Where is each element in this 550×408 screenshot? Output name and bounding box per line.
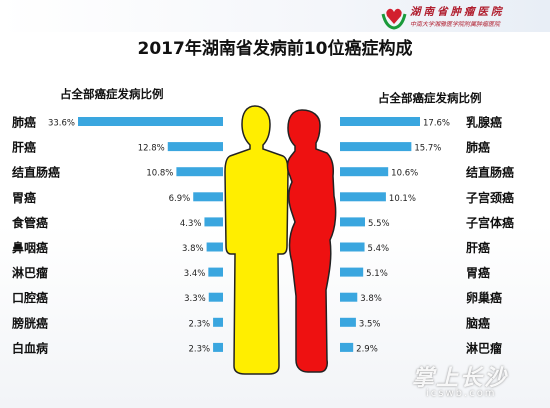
body-figures: [224, 105, 337, 375]
male-category-label: 白血病: [12, 340, 48, 355]
male-category-label: 口腔癌: [12, 290, 48, 305]
female-bar: [340, 317, 356, 327]
male-bar: [204, 217, 223, 227]
female-value-label: 10.6%: [391, 169, 418, 179]
male-category-label: 肺癌: [12, 115, 36, 130]
male-value-label: 3.3%: [184, 294, 206, 304]
male-bar: [208, 267, 223, 277]
male-category-label: 淋巴瘤: [12, 265, 48, 280]
male-category-label: 肝癌: [12, 140, 36, 155]
female-series: 17.6% 乳腺癌 15.7% 肺癌 10.6% 结直肠癌 10.1% 子宫颈癌 5.5% 子宫体…: [340, 115, 514, 355]
hospital-name: 湖南省肿瘤医院: [410, 6, 505, 18]
female-value-label: 3.5%: [359, 319, 381, 329]
male-value-label: 4.3%: [180, 219, 202, 229]
male-value-label: 3.4%: [184, 269, 206, 279]
female-bar: [340, 192, 386, 202]
hospital-emblem-icon: [381, 8, 407, 30]
male-bar: [213, 342, 223, 352]
male-category-label: 胃癌: [12, 190, 36, 205]
female-bar: [340, 242, 365, 252]
male-value-label: 33.6%: [48, 119, 75, 129]
male-bar: [176, 167, 223, 177]
male-bar: [213, 317, 223, 327]
watermark-brand: 掌上长沙: [412, 366, 509, 391]
female-value-label: 2.9%: [356, 344, 378, 354]
female-bar: [340, 267, 364, 277]
female-value-label: 5.1%: [366, 269, 388, 279]
female-bar: [340, 142, 412, 152]
female-category-label: 胃癌: [466, 265, 490, 280]
female-value-label: 3.8%: [360, 294, 382, 304]
male-value-label: 10.8%: [146, 169, 173, 179]
female-category-label: 肝癌: [466, 240, 490, 255]
page-title: 2017年湖南省发病前10位癌症构成: [137, 39, 413, 59]
male-bar: [208, 292, 223, 302]
female-bar: [340, 217, 365, 227]
right-chart-title: 占全部癌症发病比例: [378, 91, 482, 105]
female-value-label: 10.1%: [389, 194, 416, 204]
male-bar: [78, 117, 223, 126]
male-series: 肺癌 33.6% 肝癌 12.8% 结直肠癌 10.8% 胃癌 6.9% 食管癌 4.3% 鼻咽癌 3…: [11, 115, 223, 355]
male-category-label: 食管癌: [11, 215, 48, 230]
female-figure: [286, 109, 337, 373]
female-category-label: 结直肠癌: [466, 165, 514, 180]
female-category-label: 淋巴瘤: [466, 340, 502, 355]
female-bar: [340, 117, 420, 126]
male-value-label: 2.3%: [188, 344, 210, 354]
female-bar: [340, 342, 354, 352]
male-value-label: 12.8%: [138, 144, 165, 154]
female-bar: [340, 167, 389, 177]
female-value-label: 5.4%: [368, 244, 390, 254]
female-category-label: 肺癌: [466, 140, 490, 155]
header-band: [0, 0, 550, 32]
male-value-label: 3.8%: [182, 244, 204, 254]
female-category-label: 脑癌: [465, 315, 490, 330]
female-category-label: 子宫体癌: [466, 215, 514, 230]
male-category-label: 鼻咽癌: [12, 240, 48, 255]
female-value-label: 15.7%: [414, 144, 441, 154]
hospital-logo: 湖南省肿瘤医院 中南大学湘雅医学院附属肿瘤医院: [380, 2, 548, 30]
watermark-url: icswb.com: [426, 388, 497, 399]
male-figure: [224, 105, 289, 375]
male-bar: [193, 192, 223, 202]
male-value-label: 2.3%: [188, 319, 210, 329]
male-category-label: 结直肠癌: [12, 165, 60, 180]
female-category-label: 乳腺癌: [466, 115, 502, 130]
female-bar: [340, 292, 358, 302]
male-bar: [206, 242, 223, 252]
left-chart-title: 占全部癌症发病比例: [60, 87, 164, 101]
male-bar: [167, 142, 223, 152]
female-category-label: 卵巢癌: [466, 290, 502, 305]
watermark: 掌上长沙 icswb.com: [372, 360, 542, 404]
male-category-label: 膀胱癌: [11, 315, 48, 330]
female-value-label: 5.5%: [368, 219, 390, 229]
female-value-label: 17.6%: [423, 119, 450, 129]
hospital-subtitle: 中南大学湘雅医学院附属肿瘤医院: [410, 21, 501, 28]
female-category-label: 子宫颈癌: [466, 190, 514, 205]
male-value-label: 6.9%: [169, 194, 191, 204]
